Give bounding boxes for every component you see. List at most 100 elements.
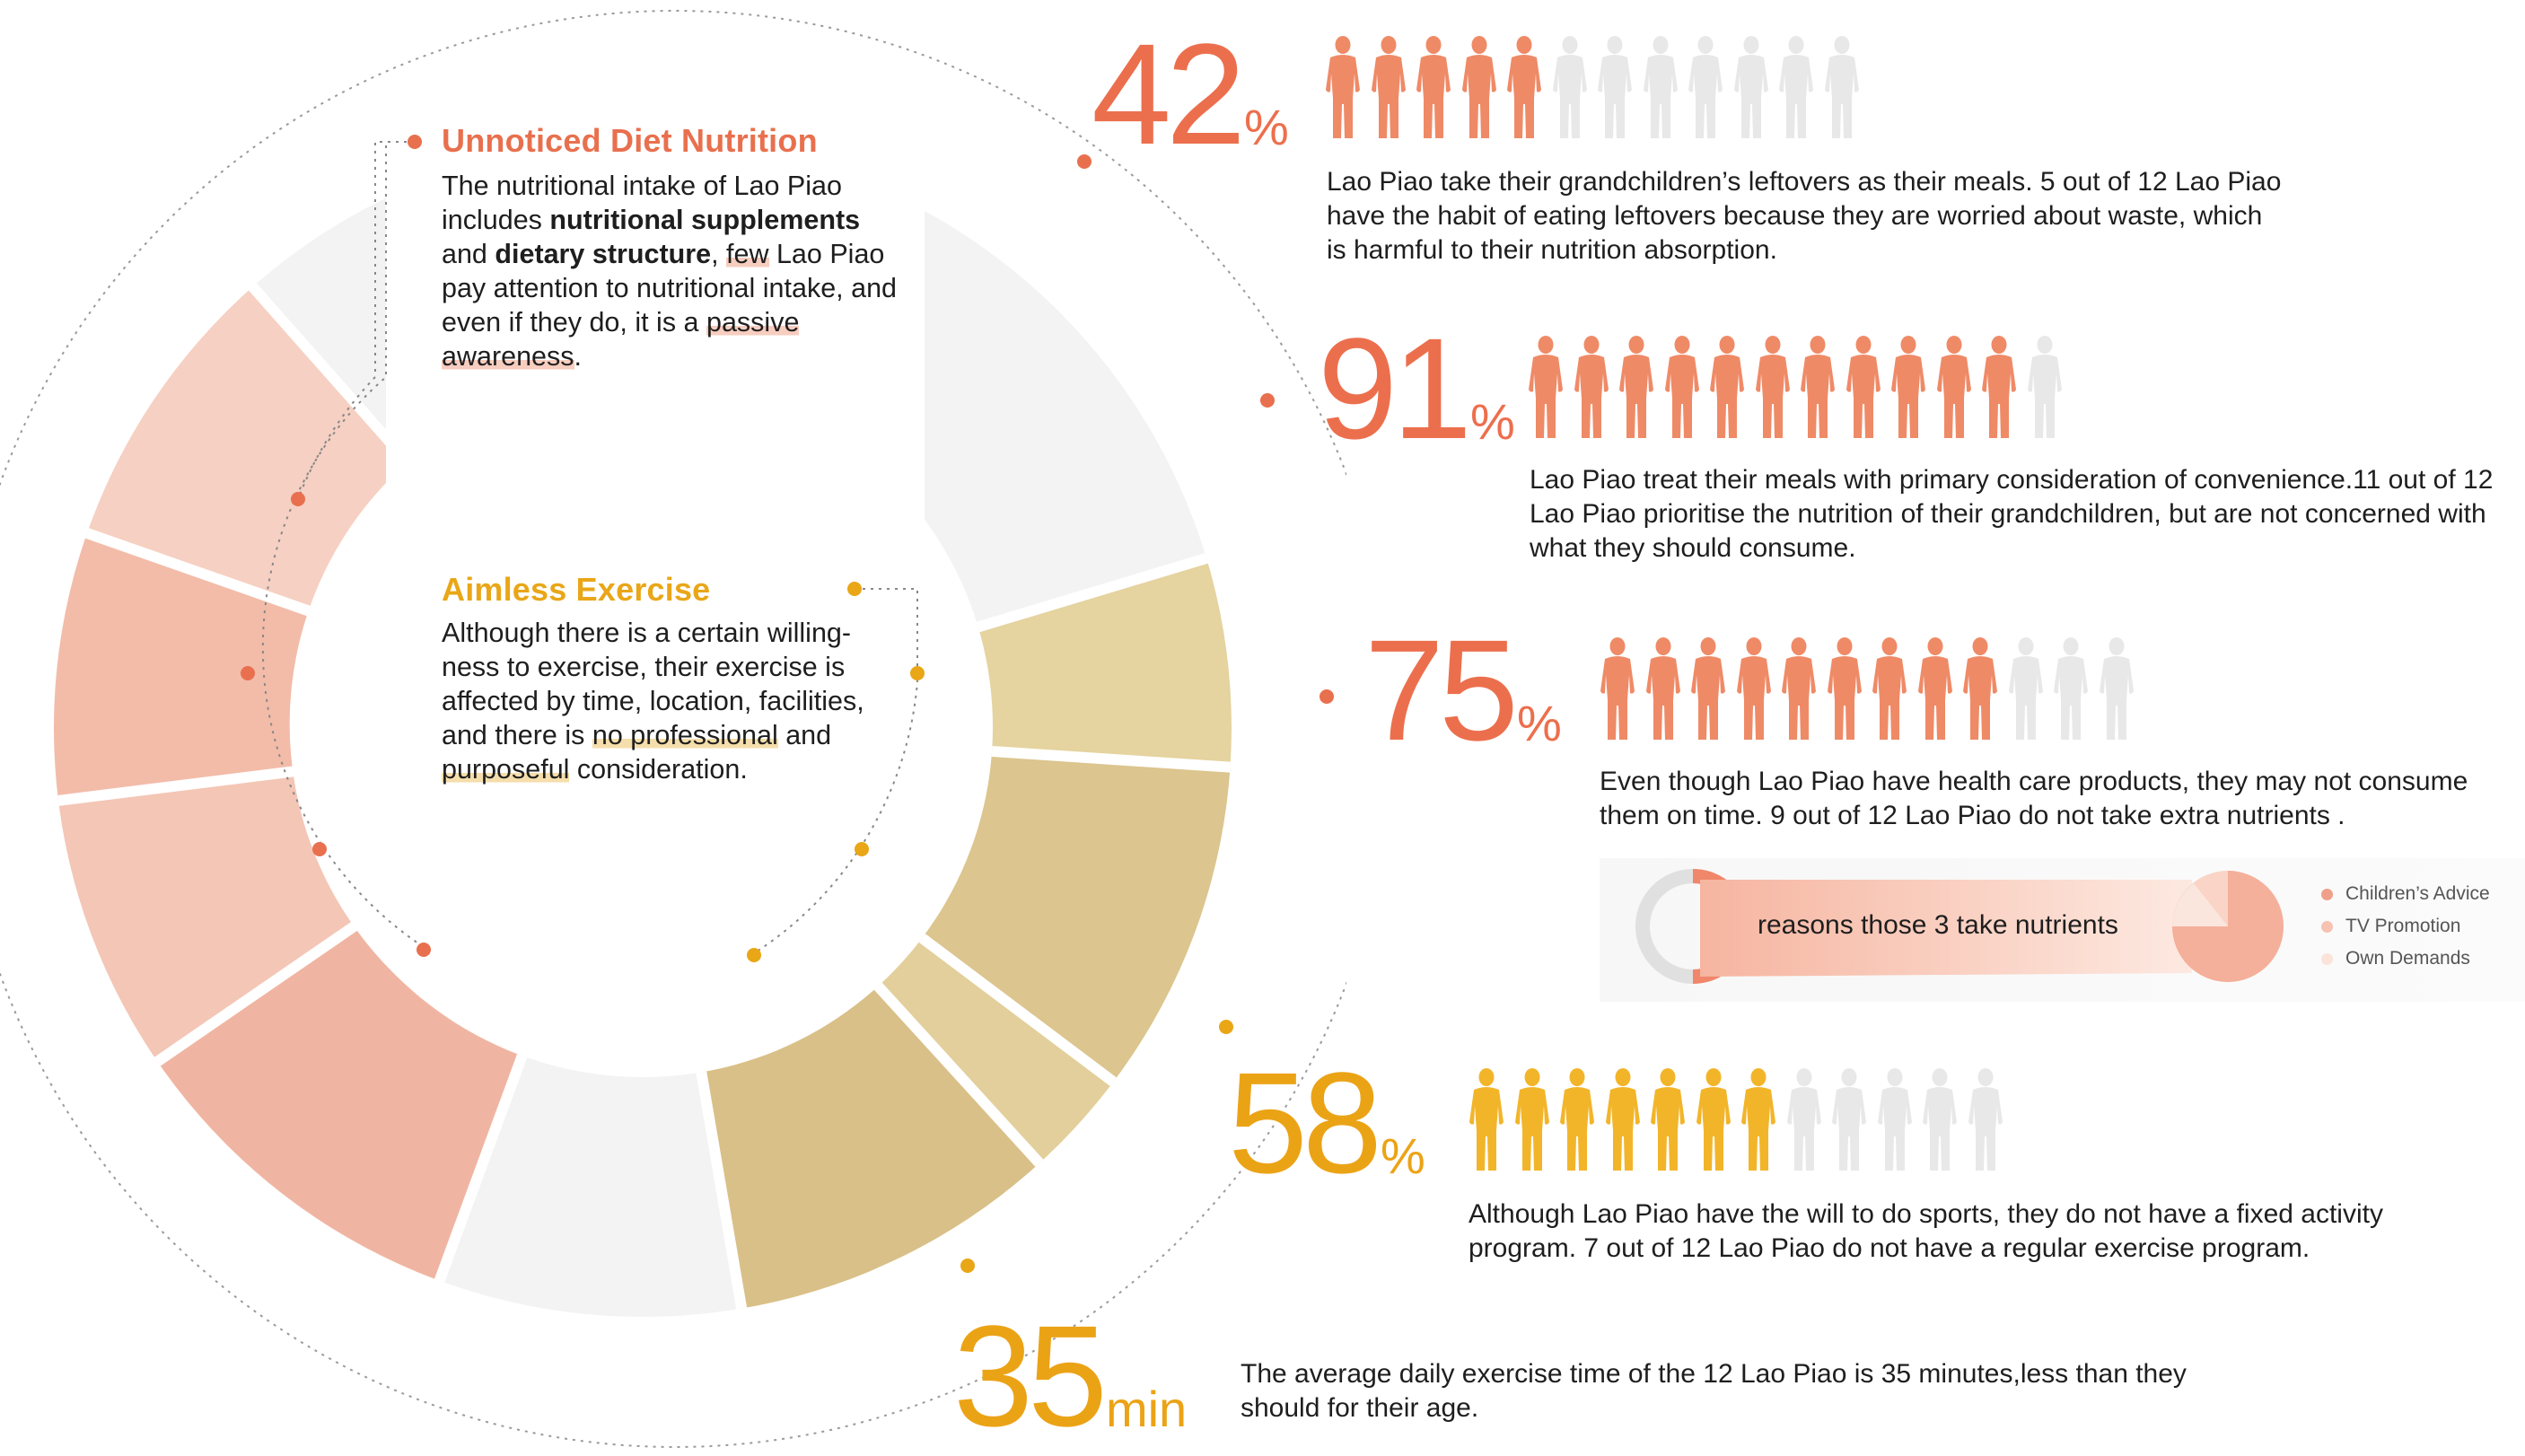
person-icon-empty	[1598, 36, 1632, 138]
diet-marker-ring-2	[241, 666, 255, 680]
legend-own-demands: Own Demands	[2321, 948, 2470, 969]
diet-connector-inner	[297, 141, 415, 500]
person-icon-filled	[1600, 637, 1635, 740]
person-icon-filled	[1507, 36, 1541, 138]
exercise-body: Although there is a certain willing-ness…	[442, 618, 864, 785]
person-icon-filled	[1574, 336, 1609, 438]
legend-tv-promotion: TV Promotion	[2321, 916, 2460, 937]
exercise-marker-ring-1	[910, 666, 925, 680]
diet-highlight-1: few	[726, 239, 769, 269]
diet-body: The nutritional intake of Lao Piao inclu…	[442, 171, 897, 372]
person-icon-empty	[1643, 36, 1678, 138]
person-icon-filled	[1645, 637, 1680, 740]
legend-childrens-advice: Children’s Advice	[2321, 883, 2490, 905]
person-icon-empty	[1923, 1068, 1957, 1171]
stat-42-description: Lao Piao take their grandchildren’s left…	[1327, 167, 2282, 265]
person-icon-filled	[1461, 36, 1496, 138]
stat-unit: %	[1380, 1127, 1425, 1184]
stat-91-description: Lao Piao treat their meals with primary …	[1530, 465, 2494, 563]
nutrients-label: reasons those 3 take nutrients	[1758, 910, 2118, 940]
diet-marker-ring-4	[416, 943, 431, 957]
exercise-marker-ring-2	[855, 842, 869, 856]
person-icon-empty	[1688, 36, 1723, 138]
stat-42: 42 %	[1092, 13, 1289, 174]
person-icon-filled	[1917, 637, 1952, 740]
person-icon-empty	[1877, 1068, 1912, 1171]
exercise-marker	[847, 582, 862, 596]
outer-marker-35	[960, 1259, 975, 1273]
exercise-marker-ring-3	[747, 948, 761, 962]
person-icon-empty	[1733, 36, 1768, 138]
exercise-highlight-1: no professional	[592, 720, 778, 750]
person-icon-empty	[2099, 637, 2134, 740]
person-icon-filled	[1469, 1068, 1504, 1171]
stat-35: 35 min	[953, 1295, 1188, 1456]
stat-75-description: Even though Lao Piao have health care pr…	[1600, 767, 2468, 830]
stat-unit: %	[1243, 99, 1289, 155]
person-icon-filled	[1691, 637, 1725, 740]
person-icon-empty	[1779, 36, 1813, 138]
person-icon-empty	[2008, 637, 2043, 740]
outer-marker-42	[1077, 154, 1092, 169]
person-icon-empty	[2054, 637, 2088, 740]
nutrients-pie-slice-2	[2172, 883, 2228, 926]
person-icon-filled	[1846, 336, 1881, 438]
person-icon-filled	[1936, 336, 1971, 438]
stat-unit: %	[1469, 393, 1515, 450]
person-icon-filled	[1741, 1068, 1775, 1171]
outer-marker-75	[1319, 689, 1334, 704]
person-icon-filled	[1891, 336, 1925, 438]
stat-75: 75 %	[1364, 610, 1562, 770]
person-icon-filled	[1782, 637, 1816, 740]
person-icon-filled	[1651, 1068, 1685, 1171]
person-icon-filled	[1326, 36, 1360, 138]
person-icon-empty	[1786, 1068, 1821, 1171]
person-icon-empty	[1552, 36, 1587, 138]
stat-58: 58 %	[1228, 1051, 1425, 1195]
stat-value: 42	[1092, 13, 1246, 174]
person-icon-empty	[1968, 1068, 2003, 1171]
person-icon-filled	[1371, 36, 1406, 138]
person-icon-empty	[1832, 1068, 1866, 1171]
exercise-highlight-2: purposeful	[442, 754, 570, 785]
legend-dot	[2321, 920, 2333, 933]
exercise-heading: Aimless Exercise	[442, 571, 711, 608]
person-icon-filled	[1605, 1068, 1640, 1171]
person-icon-filled	[1619, 336, 1653, 438]
person-icon-filled	[1560, 1068, 1594, 1171]
person-icon-filled	[1736, 637, 1771, 740]
nutrients-chart: reasons those 3 take nutrients Children’…	[1600, 858, 2525, 1002]
person-icon-filled	[1755, 336, 1790, 438]
stat-unit: %	[1516, 695, 1562, 751]
diet-bold-2: dietary structure	[495, 239, 712, 269]
diet-bold-1: nutritional supplements	[549, 205, 861, 235]
stat-unit: min	[1105, 1381, 1188, 1437]
nutrients-beam	[1700, 880, 2192, 977]
stat-value: 91	[1318, 308, 1472, 469]
stat-value: 35	[953, 1295, 1108, 1456]
diet-heading: Unnoticed Diet Nutrition	[442, 122, 818, 159]
diet-marker-ring-1	[291, 492, 305, 506]
diet-marker-ring-3	[312, 842, 327, 856]
person-icon-filled	[1514, 1068, 1549, 1171]
person-icon-empty	[1824, 36, 1859, 138]
person-icon-filled	[1827, 637, 1862, 740]
person-icon-filled	[1963, 637, 1997, 740]
stat-35-description: The average daily exercise time of the 1…	[1241, 1359, 2187, 1423]
stat-value: 75	[1364, 610, 1519, 770]
stat-91: 91 %	[1318, 308, 1515, 469]
person-icon-empty	[2027, 336, 2062, 438]
person-icon-filled	[1664, 336, 1699, 438]
person-icon-filled	[1801, 336, 1835, 438]
person-icon-filled	[1529, 336, 1563, 438]
legend-dot	[2321, 952, 2333, 965]
person-icon-filled	[1872, 637, 1907, 740]
legend-dot	[2321, 888, 2333, 900]
stat-58-description: Although Lao Piao have the will to do sp…	[1469, 1199, 2383, 1263]
nutrients-graphic	[1600, 858, 2525, 1002]
person-icon-filled	[1982, 336, 2016, 438]
outer-marker-91	[1260, 393, 1275, 408]
ring-diagram	[0, 10, 1346, 1448]
person-icon-filled	[1696, 1068, 1731, 1171]
person-icon-filled	[1416, 36, 1451, 138]
